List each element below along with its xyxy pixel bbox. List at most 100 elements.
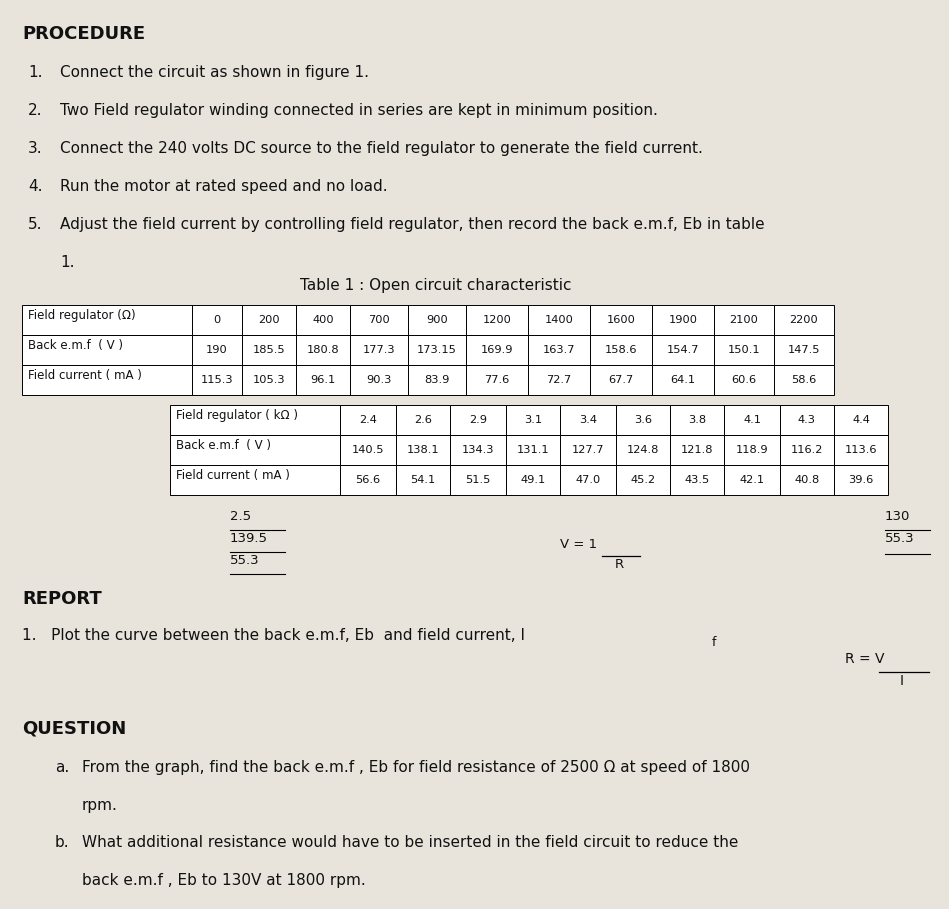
Text: 134.3: 134.3 (462, 445, 494, 455)
Text: 3.1: 3.1 (524, 415, 542, 425)
Text: 58.6: 58.6 (791, 375, 817, 385)
Bar (560, 405, 616, 435)
Bar (350, 305, 408, 335)
Bar (724, 435, 780, 465)
Text: 3.4: 3.4 (579, 415, 597, 425)
Text: 147.5: 147.5 (788, 345, 820, 355)
Text: 116.2: 116.2 (791, 445, 823, 455)
Bar (192, 305, 242, 335)
Bar (714, 365, 774, 395)
Bar (774, 365, 834, 395)
Bar (22, 305, 192, 335)
Bar (560, 435, 616, 465)
Bar (192, 365, 242, 395)
Bar (242, 335, 296, 365)
Bar (170, 465, 340, 495)
Bar (652, 335, 714, 365)
Bar (616, 405, 670, 435)
Bar (560, 465, 616, 495)
Text: 163.7: 163.7 (543, 345, 575, 355)
Text: 1400: 1400 (545, 315, 573, 325)
Text: R = V: R = V (845, 652, 884, 666)
Bar (834, 405, 888, 435)
Text: 113.6: 113.6 (845, 445, 877, 455)
Bar (780, 465, 834, 495)
Text: 139.5: 139.5 (230, 532, 268, 545)
Text: 127.7: 127.7 (571, 445, 605, 455)
Bar (774, 335, 834, 365)
Text: 3.8: 3.8 (688, 415, 706, 425)
Text: 118.9: 118.9 (735, 445, 769, 455)
Text: 1600: 1600 (606, 315, 636, 325)
Text: 90.3: 90.3 (366, 375, 392, 385)
Text: 2.6: 2.6 (414, 415, 432, 425)
Bar (22, 365, 192, 395)
Text: rpm.: rpm. (82, 798, 118, 813)
Bar (590, 305, 652, 335)
Bar (616, 435, 670, 465)
Bar (396, 465, 450, 495)
Text: 77.6: 77.6 (484, 375, 510, 385)
Text: Two Field regulator winding connected in series are kept in minimum position.: Two Field regulator winding connected in… (60, 103, 658, 118)
Text: 138.1: 138.1 (407, 445, 439, 455)
Bar (242, 365, 296, 395)
Bar (170, 405, 340, 435)
Text: 49.1: 49.1 (520, 475, 546, 485)
Text: b.: b. (55, 835, 69, 850)
Bar (242, 305, 296, 335)
Text: 96.1: 96.1 (310, 375, 336, 385)
Text: 3.: 3. (28, 141, 43, 156)
Bar (408, 335, 466, 365)
Bar (714, 305, 774, 335)
Bar (590, 365, 652, 395)
Text: 200: 200 (258, 315, 280, 325)
Text: 173.15: 173.15 (417, 345, 456, 355)
Text: 1.: 1. (28, 65, 43, 80)
Text: 4.3: 4.3 (798, 415, 816, 425)
Text: back e.m.f , Eb to 130V at 1800 rpm.: back e.m.f , Eb to 130V at 1800 rpm. (82, 873, 365, 888)
Bar (780, 435, 834, 465)
Text: 55.3: 55.3 (885, 532, 915, 545)
Bar (170, 435, 340, 465)
Text: 2.: 2. (28, 103, 43, 118)
Text: R: R (615, 558, 624, 571)
Text: Field regulator ( kΩ ): Field regulator ( kΩ ) (176, 409, 298, 422)
Text: QUESTION: QUESTION (22, 720, 126, 738)
Text: 185.5: 185.5 (252, 345, 286, 355)
Text: 2.9: 2.9 (469, 415, 487, 425)
Bar (652, 305, 714, 335)
Text: From the graph, find the back e.m.f , Eb for field resistance of 2500 Ω at speed: From the graph, find the back e.m.f , Eb… (82, 760, 750, 775)
Bar (670, 405, 724, 435)
Bar (192, 335, 242, 365)
Text: Back e.m.f  ( V ): Back e.m.f ( V ) (28, 339, 123, 352)
Text: 67.7: 67.7 (608, 375, 634, 385)
Text: 54.1: 54.1 (410, 475, 436, 485)
Text: V = 1: V = 1 (560, 538, 597, 551)
Bar (296, 305, 350, 335)
Text: 177.3: 177.3 (363, 345, 396, 355)
Text: 60.6: 60.6 (732, 375, 756, 385)
Text: Field current ( mA ): Field current ( mA ) (176, 469, 289, 482)
Text: 40.8: 40.8 (794, 475, 820, 485)
Text: 2200: 2200 (790, 315, 818, 325)
Text: 154.7: 154.7 (667, 345, 699, 355)
Bar (590, 335, 652, 365)
Text: 400: 400 (312, 315, 334, 325)
Bar (528, 335, 590, 365)
Bar (506, 435, 560, 465)
Text: f: f (712, 636, 716, 649)
Text: 900: 900 (426, 315, 448, 325)
Text: 2.5: 2.5 (230, 510, 251, 523)
Text: 124.8: 124.8 (626, 445, 660, 455)
Text: 1.: 1. (60, 255, 75, 270)
Bar (408, 365, 466, 395)
Text: 105.3: 105.3 (252, 375, 286, 385)
Text: 4.: 4. (28, 179, 43, 194)
Bar (834, 465, 888, 495)
Bar (408, 305, 466, 335)
Bar (774, 305, 834, 335)
Text: 72.7: 72.7 (547, 375, 571, 385)
Text: a.: a. (55, 760, 69, 775)
Text: 4.4: 4.4 (852, 415, 870, 425)
Bar (528, 365, 590, 395)
